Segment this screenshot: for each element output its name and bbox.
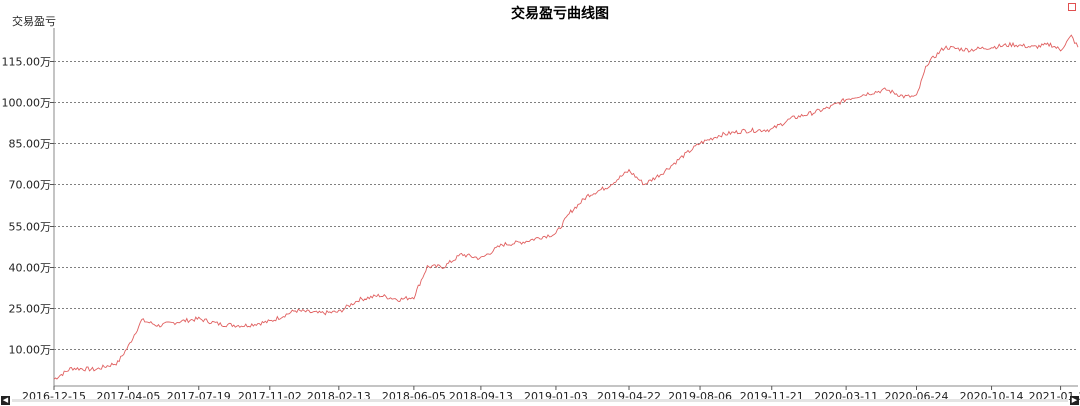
y-tick-label: 100.00万 bbox=[2, 97, 52, 110]
y-axis-label: 交易盈亏 bbox=[12, 14, 56, 28]
y-tick-label: 115.00万 bbox=[2, 56, 52, 69]
scroll-right-icon[interactable]: ▶ bbox=[1070, 396, 1079, 405]
grid-lines bbox=[54, 61, 1078, 350]
y-tick-label: 40.00万 bbox=[9, 262, 52, 275]
y-tick-label: 70.00万 bbox=[9, 179, 52, 192]
series-line bbox=[53, 34, 1079, 380]
horizontal-scrollbar[interactable] bbox=[12, 399, 1068, 402]
y-tick-labels: 10.00万 25.00万 40.00万 55.00万 70.00万 85.00万 100.… bbox=[2, 56, 52, 357]
y-tick-label: 25.00万 bbox=[9, 303, 52, 316]
y-tick-label: 10.00万 bbox=[9, 344, 52, 357]
scroll-left-icon[interactable]: ◀ bbox=[1, 396, 10, 405]
y-tick-label: 85.00万 bbox=[9, 138, 52, 151]
profit-line bbox=[53, 34, 1079, 380]
chart-title: 交易盈亏曲线图 bbox=[511, 5, 609, 22]
axes bbox=[50, 28, 1078, 390]
y-tick-label: 55.00万 bbox=[9, 221, 52, 234]
legend-marker-icon bbox=[1068, 3, 1076, 11]
